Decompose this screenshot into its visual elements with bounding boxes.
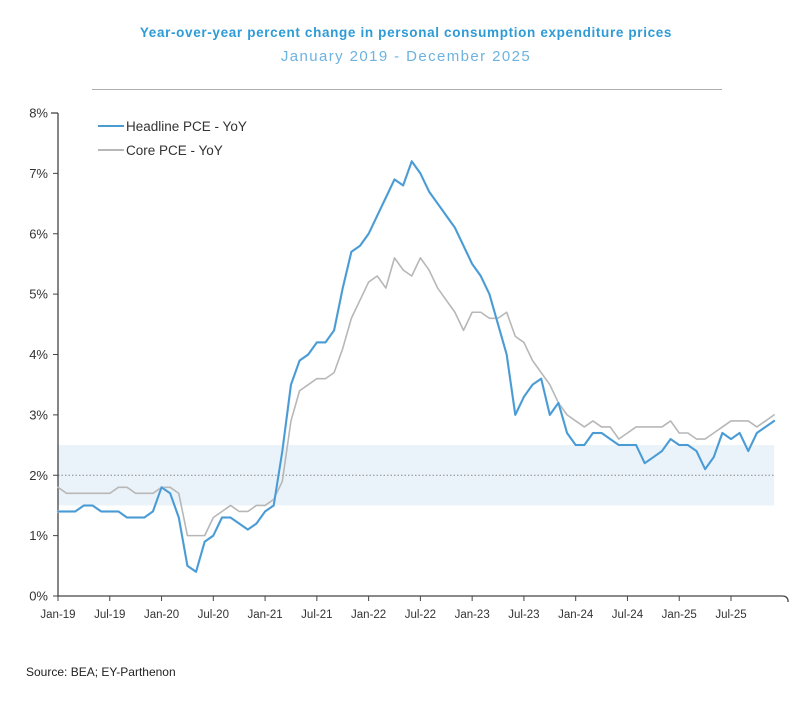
- svg-text:Jan-23: Jan-23: [455, 609, 490, 621]
- svg-text:Jan-24: Jan-24: [558, 609, 594, 621]
- svg-text:Jan-22: Jan-22: [351, 609, 386, 621]
- svg-text:7%: 7%: [29, 166, 48, 181]
- svg-text:5%: 5%: [29, 287, 48, 302]
- svg-text:8%: 8%: [29, 106, 48, 121]
- svg-text:Jul-22: Jul-22: [405, 609, 436, 621]
- svg-text:Jan-21: Jan-21: [247, 609, 282, 621]
- svg-text:Jul-25: Jul-25: [715, 609, 746, 621]
- svg-text:Jan-19: Jan-19: [40, 609, 75, 621]
- svg-text:Jul-20: Jul-20: [198, 609, 229, 621]
- svg-text:4%: 4%: [29, 347, 48, 362]
- svg-text:Jan-20: Jan-20: [144, 609, 179, 621]
- svg-text:Jul-24: Jul-24: [612, 609, 644, 621]
- svg-text:2%: 2%: [29, 468, 48, 483]
- svg-text:3%: 3%: [29, 407, 48, 422]
- svg-text:0%: 0%: [29, 589, 48, 604]
- svg-text:Jul-23: Jul-23: [508, 609, 539, 621]
- svg-text:6%: 6%: [29, 226, 48, 241]
- svg-text:Jul-19: Jul-19: [94, 609, 125, 621]
- svg-text:Jul-21: Jul-21: [301, 609, 332, 621]
- svg-text:1%: 1%: [29, 528, 48, 543]
- svg-text:Jan-25: Jan-25: [662, 609, 697, 621]
